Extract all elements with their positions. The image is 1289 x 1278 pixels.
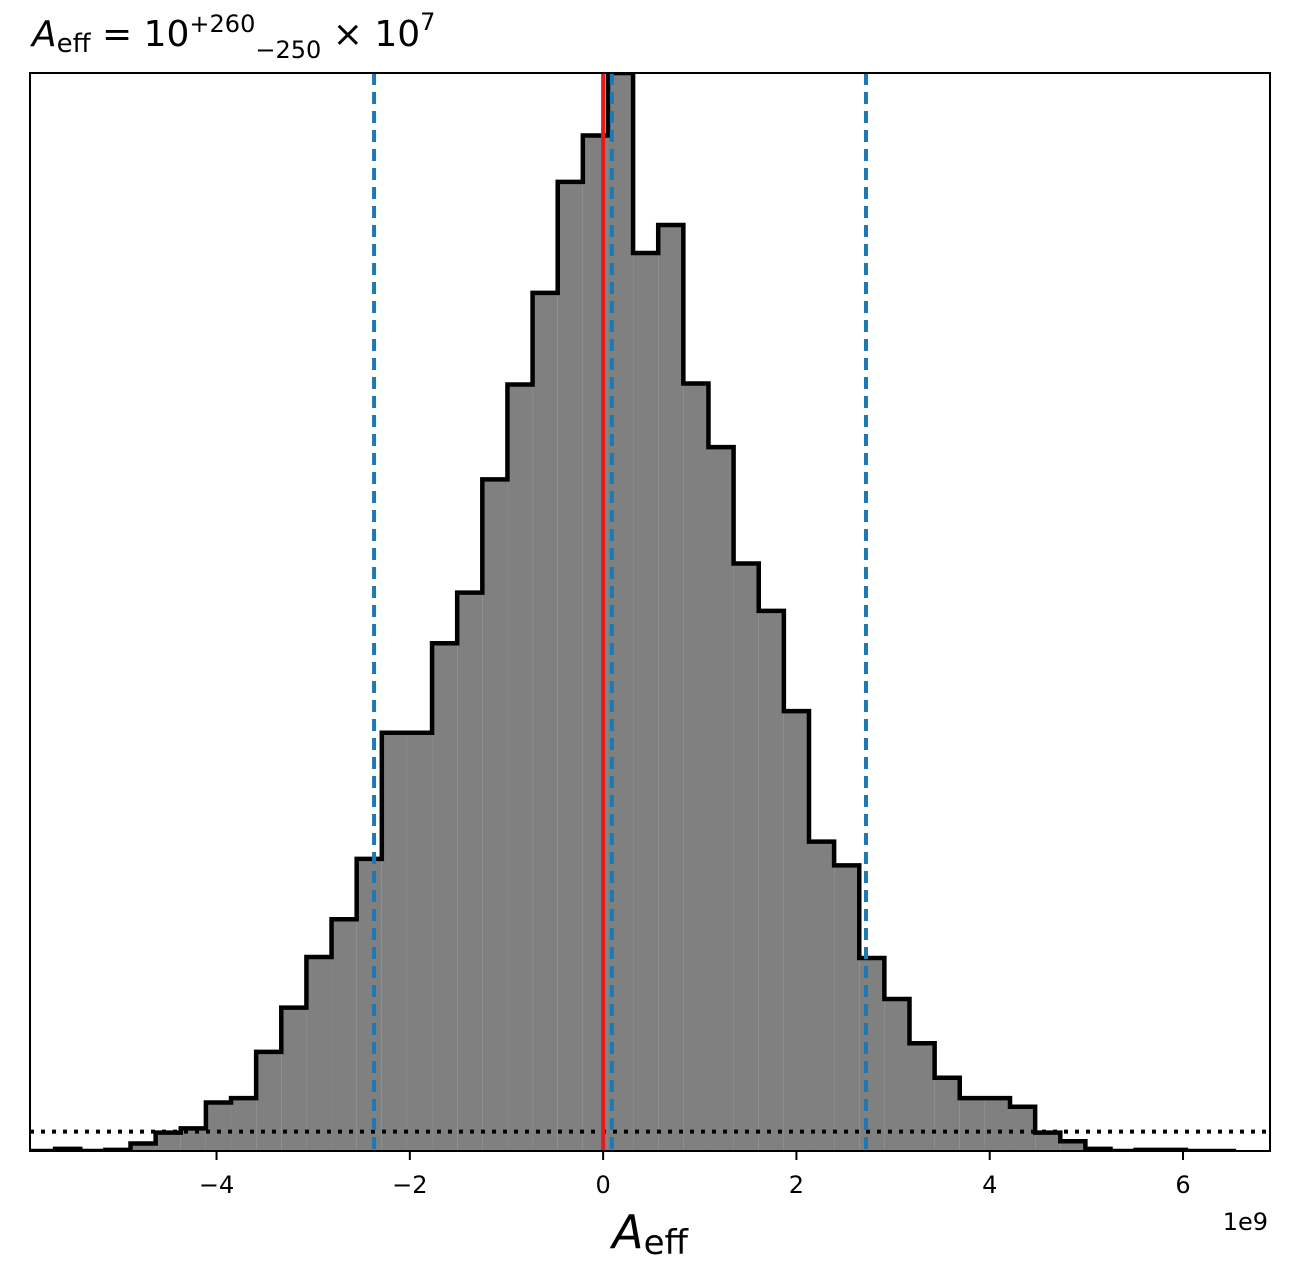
- histogram-bar: [482, 479, 508, 1151]
- plot-area: [29, 72, 1271, 1152]
- histogram-bar: [708, 447, 734, 1151]
- title-equals: = 10: [91, 14, 190, 55]
- histogram-bar: [130, 1143, 156, 1151]
- x-tick-label: 2: [789, 1171, 804, 1199]
- histogram-bar: [406, 732, 433, 1151]
- histogram-bar: [180, 1128, 206, 1151]
- title-times-exp: 7: [420, 8, 435, 36]
- histogram-bar: [381, 732, 407, 1151]
- histogram-bar: [934, 1077, 960, 1151]
- histogram-bar: [281, 1007, 307, 1151]
- histogram-bar: [432, 643, 458, 1151]
- histogram-bar: [256, 1051, 282, 1151]
- x-axis-label-symbol: A: [609, 1205, 643, 1259]
- x-tick-label: −4: [199, 1171, 234, 1199]
- histogram-bar: [984, 1098, 1011, 1151]
- histogram-bar: [1010, 1106, 1036, 1151]
- histogram-bar: [231, 1098, 257, 1151]
- histogram-bar: [205, 1102, 232, 1151]
- histogram-bar: [884, 999, 910, 1151]
- title-symbol-sub: eff: [57, 29, 92, 59]
- histogram-bar: [532, 292, 558, 1151]
- x-axis-label-sub: eff: [644, 1223, 690, 1263]
- histogram-bar: [507, 384, 533, 1151]
- histogram-bar: [1060, 1141, 1086, 1151]
- histogram-bar: [959, 1098, 985, 1151]
- histogram-bar: [633, 253, 659, 1151]
- histogram-group: [30, 73, 1270, 1151]
- plot-frame: [29, 72, 1271, 1152]
- histogram-bar: [834, 865, 860, 1151]
- histogram-bar: [457, 592, 483, 1151]
- histogram-bar: [683, 383, 709, 1151]
- histogram-bar: [758, 610, 784, 1151]
- x-axis: −4 −2 0 2 4 6: [199, 1151, 1191, 1199]
- histogram-bar: [808, 841, 835, 1151]
- chart-title: Aeff = 10+260−250 × 107: [30, 8, 435, 64]
- title-sub: −250: [255, 36, 321, 64]
- histogram-bar: [783, 711, 809, 1151]
- x-axis-offset-text: 1e9: [1223, 1208, 1268, 1236]
- histogram-bar: [658, 224, 684, 1151]
- histogram-bar: [306, 956, 332, 1151]
- histogram-bar: [1035, 1132, 1061, 1151]
- histogram-bar: [356, 858, 382, 1151]
- x-tick-label: 0: [595, 1171, 610, 1199]
- histogram-bar: [859, 958, 885, 1151]
- histogram-bar: [557, 181, 583, 1151]
- histogram-bar: [331, 919, 357, 1151]
- title-sup: +260: [189, 10, 255, 38]
- x-tick-label: 6: [1175, 1171, 1190, 1199]
- histogram-outline: [30, 73, 1237, 1151]
- title-symbol: A: [30, 14, 57, 55]
- histogram-bar: [733, 563, 759, 1151]
- x-tick-label: −2: [392, 1171, 427, 1199]
- x-axis-label: Aeff: [609, 1205, 689, 1263]
- title-times: × 10: [321, 14, 420, 55]
- histogram-bar: [155, 1132, 181, 1151]
- histogram-bar: [909, 1043, 935, 1151]
- x-tick-label: 4: [982, 1171, 997, 1199]
